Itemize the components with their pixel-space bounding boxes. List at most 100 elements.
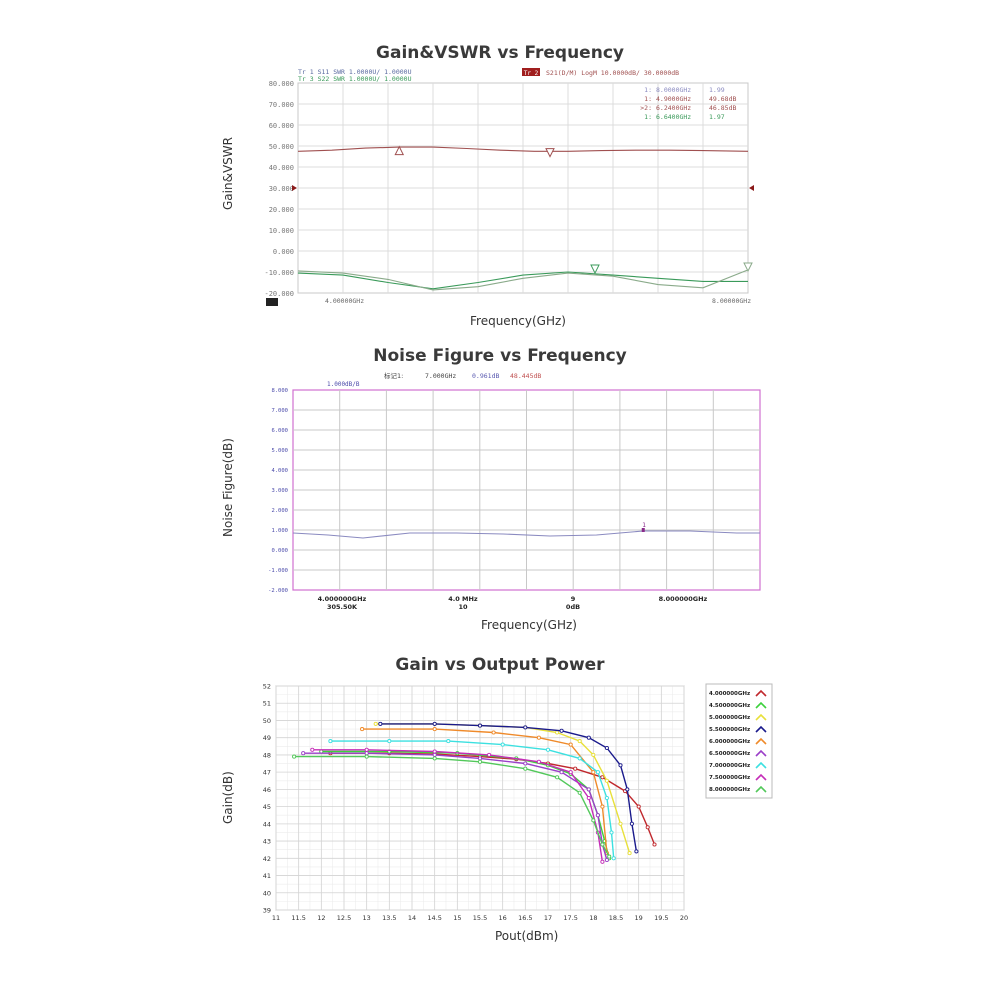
chart3-series-line-9	[294, 755, 610, 857]
chart1-trace-legend-1: Tr 1 S11 SWR 1.0000U/ 1.0000U	[298, 68, 412, 76]
chart2-bottom-label: 9	[571, 595, 576, 603]
chart3-point	[577, 756, 582, 761]
chart3-legend-swatch	[755, 761, 767, 769]
chart3-point	[586, 735, 591, 740]
chart1-ref-marker-right	[749, 185, 754, 191]
chart1-series-line-3	[297, 269, 749, 291]
chart3-xtick: 13	[363, 914, 371, 922]
chart2-marker-freq: 7.000GHz	[425, 372, 456, 380]
chart3-legend-swatch	[755, 785, 767, 793]
chart3-xtick: 11.5	[291, 914, 305, 922]
chart3-legend-label: 7.500000GHz	[709, 775, 750, 781]
chart1-marker-freq: 8.0000GHz	[656, 86, 691, 94]
chart3-legend-swatch	[755, 713, 767, 721]
chart2-bottom-label: 4.0 MHz	[448, 595, 478, 603]
chart3-point	[600, 842, 605, 847]
chart1-ytick: 80.000	[269, 80, 294, 88]
chart3-point	[432, 756, 437, 761]
chart3-point	[310, 747, 315, 752]
chart2-ytick: 7.000	[271, 408, 288, 414]
chart3-point	[536, 759, 541, 764]
chart2-bottom-sublabel: 0dB	[566, 603, 580, 611]
chart2-ytick: 1.000	[271, 528, 288, 534]
chart3-xtick: 18	[589, 914, 597, 922]
chart3-point	[559, 770, 564, 775]
chart2-series-line-1	[292, 530, 760, 539]
chart3-point	[577, 739, 582, 744]
chart3-point	[559, 728, 564, 733]
chart3-point	[604, 795, 609, 801]
chart3-legend-label: 5.500000GHz	[709, 727, 750, 733]
chart2-ytick: 8.000	[271, 388, 288, 394]
chart3-ytick: 49	[263, 734, 271, 742]
chart3-legend-swatch	[755, 749, 767, 757]
chart3-legend-swatch	[755, 701, 767, 709]
chart2-ytick: 2.000	[271, 508, 288, 514]
chart3-point	[604, 745, 609, 751]
chart2-ytick: -1.000	[268, 568, 288, 574]
chart2-ytick: -2.000	[268, 588, 288, 594]
chart3-ytick: 40	[263, 889, 271, 897]
chart3-xtick: 18.5	[609, 914, 623, 922]
chart1-xtick-start: 4.00000GHz	[325, 297, 364, 305]
chart3-point	[634, 849, 639, 854]
chart3-point	[364, 754, 369, 759]
chart1-marker-value: 49.68dB	[709, 95, 736, 103]
chart3-xtick: 11	[272, 914, 280, 922]
chart1-trace-legend-right: S21(D/M) LogM 10.0000dB/ 30.0000dB	[546, 69, 679, 77]
chart3-ytick: 42	[263, 855, 271, 863]
chart1-ytick: 50.000	[269, 143, 294, 151]
chart3-xtick: 19	[635, 914, 643, 922]
chart3-legend-label: 6.000000GHz	[709, 739, 750, 745]
chart3-ytick: 47	[263, 769, 271, 777]
chart3-xtick: 12.5	[337, 914, 351, 922]
chart3-point	[432, 721, 437, 726]
chart1-trace-badge-label: Tr 2	[524, 70, 539, 77]
chart1-marker-value: 46.85dB	[709, 104, 736, 112]
chart3-ytick: 45	[263, 803, 271, 811]
chart3-ytick: 41	[263, 872, 271, 880]
chart3-point	[595, 813, 600, 818]
chart3-ytick: 52	[263, 683, 271, 691]
chart3-legend-swatch	[755, 689, 767, 697]
chart3-title: Gain vs Output Power	[395, 655, 605, 675]
chart3-point	[477, 759, 483, 764]
chart1-marker-triangle-1	[394, 145, 405, 156]
chart1-marker-id: >2:	[640, 104, 652, 112]
chart2-xlabel: Frequency(GHz)	[481, 618, 577, 632]
chart3-point	[364, 747, 369, 752]
chart3-legend-label: 7.000000GHz	[709, 763, 750, 769]
chart1-marker-triangle-2	[545, 148, 555, 158]
chart1-series-line-1	[297, 146, 749, 152]
chart3-point	[301, 751, 306, 756]
chart3-point	[500, 742, 505, 747]
chart3-xtick: 16.5	[518, 914, 532, 922]
chart3-point	[568, 742, 573, 747]
chart3-point	[523, 761, 528, 766]
chart1-ytick: 10.000	[269, 227, 294, 235]
chart3-legend-label: 8.000000GHz	[709, 787, 750, 793]
chart3-point	[523, 766, 528, 771]
chart3-point	[636, 804, 641, 809]
chart3-point	[607, 854, 612, 859]
chart3-point	[432, 727, 437, 732]
chart2-bottom-label: 4.000000GHz	[318, 595, 367, 603]
chart1-ytick: -20.000	[264, 290, 294, 298]
chart3-series-line-5	[362, 728, 608, 854]
chart3-xtick: 20	[680, 914, 688, 922]
chart3-series-line-6	[303, 752, 608, 861]
chart1-marker-triangle-3	[590, 264, 600, 275]
chart1-ytick: -10.000	[264, 269, 294, 277]
chart2-bottom-label: 8.000000GHz	[659, 595, 708, 603]
chart3-point	[573, 766, 578, 771]
chart3-ytick: 51	[263, 700, 271, 708]
chart1-ytick: 30.000	[269, 185, 294, 193]
chart3-xtick: 14	[408, 914, 416, 922]
chart3-point	[645, 825, 650, 830]
chart1-marker-value: 1.97	[709, 113, 725, 121]
chart3-point	[446, 739, 451, 744]
chart1-xlabel: Frequency(GHz)	[470, 314, 566, 328]
chart3-ytick: 44	[263, 820, 271, 828]
chart3-point	[618, 763, 623, 768]
chart3-point	[477, 723, 483, 728]
